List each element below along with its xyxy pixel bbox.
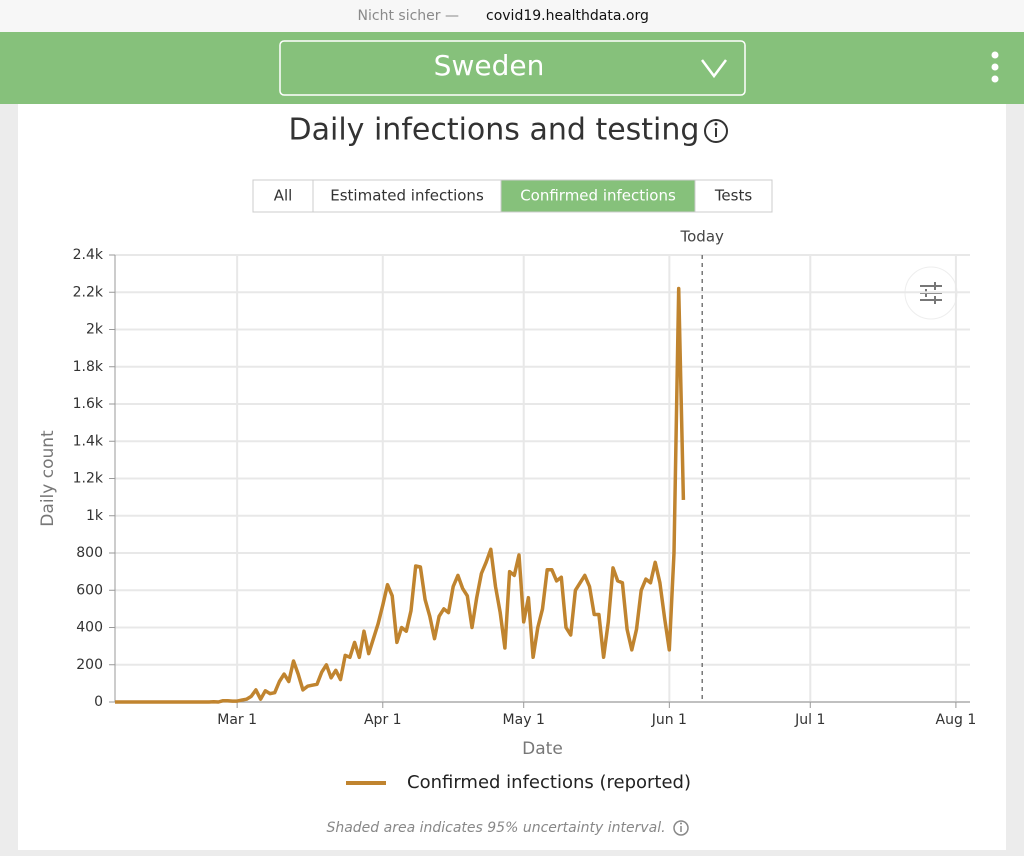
x-tick-label: Apr 1 [364, 712, 402, 728]
location-select[interactable] [279, 40, 746, 96]
address-bar [0, 0, 1024, 32]
footnote-info-icon[interactable] [673, 820, 689, 836]
dropdown-arrow [701, 59, 727, 79]
y-tick-label: 600 [76, 582, 103, 598]
tab[interactable] [500, 179, 696, 213]
y-tick-label: 0 [94, 694, 103, 710]
tab-label: All [274, 187, 293, 205]
y-tick-label: 2k [86, 322, 104, 338]
location-name: Sweden [434, 49, 545, 82]
y-tick-label: 1.4k [73, 433, 104, 449]
tab[interactable] [694, 179, 773, 213]
x-tick-label: Aug 1 [936, 712, 977, 728]
menu-button[interactable] [991, 51, 999, 83]
y-tick-label: 2.2k [73, 284, 104, 300]
tab[interactable] [312, 179, 502, 213]
tab-label: Tests [714, 187, 753, 205]
y-tick-label: 1k [86, 508, 104, 524]
footnote: Shaded area indicates 95% uncertainty in… [326, 820, 665, 836]
y-tick-label: 1.8k [73, 359, 104, 375]
tab-label: Confirmed infections [520, 187, 676, 205]
y-tick-label: 1.6k [73, 396, 104, 412]
x-axis-label: Date [522, 739, 563, 759]
y-tick-label: 1.2k [73, 471, 104, 487]
y-tick-label: 2.4k [73, 247, 104, 263]
security-label: Nicht sicher — [358, 8, 459, 24]
today-label: Today [680, 228, 725, 246]
chart-title: Daily infections and testing [289, 113, 700, 148]
y-tick-label: 200 [76, 657, 103, 673]
card [18, 104, 1006, 850]
x-tick-label: May 1 [503, 712, 545, 728]
legend-label: Confirmed infections (reported) [407, 772, 691, 793]
url[interactable]: covid19.healthdata.org [486, 8, 649, 24]
app-header [0, 32, 1024, 104]
y-tick-label: 400 [76, 620, 103, 636]
y-tick-label: 800 [76, 545, 103, 561]
x-tick-label: Mar 1 [217, 712, 257, 728]
tab-label: Estimated infections [330, 187, 484, 205]
data-line [115, 286, 686, 704]
x-tick-label: Jun 1 [651, 712, 687, 728]
x-tick-label: Jul 1 [794, 712, 825, 728]
y-axis-label: Daily count [38, 430, 58, 527]
info-icon[interactable] [704, 119, 728, 143]
